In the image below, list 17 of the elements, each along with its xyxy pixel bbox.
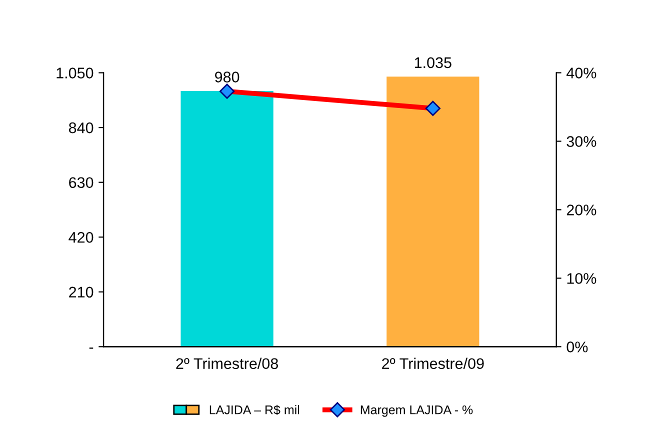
y-tick-label: -	[89, 348, 94, 349]
y2-tick-label: 30%	[566, 136, 596, 147]
y2-tick-label: 10%	[567, 273, 596, 284]
y-tick-label: 1.050	[56, 68, 94, 78]
y-tick-label: 210	[69, 286, 94, 298]
x-tick-label: 2º Trimestre/08	[176, 358, 278, 370]
data-label: 980	[215, 72, 240, 82]
y-tick-label: 630	[69, 177, 94, 188]
y-tick-label: 420	[68, 232, 94, 243]
y2-tick-label: 0%	[566, 342, 588, 352]
data-label: 1.035	[414, 57, 452, 68]
x-tick-label: 2º Trimestre/09	[382, 358, 484, 370]
legend-label: Margem LAJIDA - %	[360, 405, 473, 417]
y-tick-label: 840	[68, 122, 94, 134]
legend-label: LAJIDA – R$ mil	[210, 404, 300, 416]
y2-tick-label: 40%	[566, 68, 596, 78]
y2-tick-label: 20%	[566, 204, 596, 216]
